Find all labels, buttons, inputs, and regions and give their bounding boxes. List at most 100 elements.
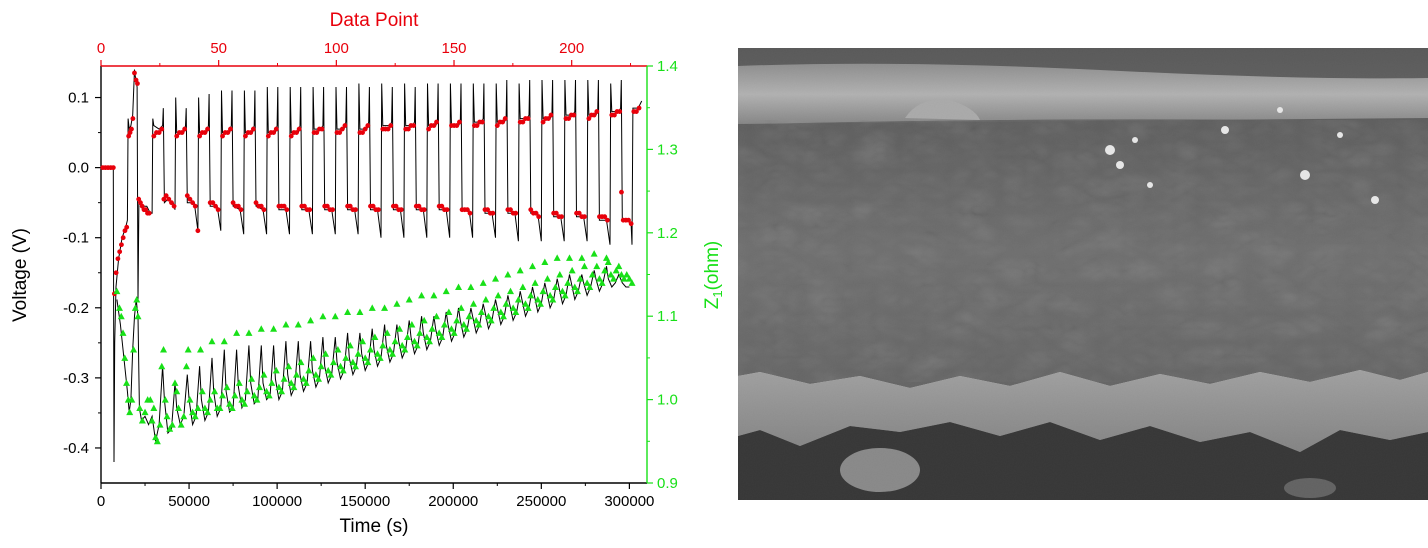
impedance-point — [433, 312, 441, 320]
voltage-point — [190, 200, 195, 206]
voltage-point — [571, 112, 577, 118]
impedance-point — [553, 254, 561, 261]
impedance-point — [411, 337, 419, 345]
voltage-point — [612, 112, 617, 118]
impedance-point — [381, 304, 389, 311]
impedance-point — [371, 333, 379, 341]
impedance-point — [198, 387, 206, 395]
impedance-markers — [113, 250, 636, 445]
voltage-point — [339, 126, 345, 132]
impedance-point — [260, 371, 268, 378]
impedance-point — [490, 304, 498, 311]
impedance-point — [379, 341, 387, 349]
impedance-point — [280, 375, 288, 382]
voltage-point — [553, 210, 559, 216]
impedance-point — [302, 379, 310, 386]
impedance-point — [156, 421, 164, 428]
voltage-point — [520, 119, 526, 125]
impedance-point — [425, 337, 433, 345]
voltage-point — [467, 210, 473, 216]
impedance-point — [438, 333, 446, 341]
sem-micrograph — [738, 48, 1428, 500]
voltage-point — [130, 116, 136, 121]
impedance-point — [134, 312, 142, 320]
voltage-point — [525, 116, 531, 121]
voltage-point — [385, 126, 391, 132]
impedance-point — [184, 346, 192, 353]
impedance-point — [158, 362, 166, 370]
voltage-point — [296, 126, 302, 132]
voltage-point — [454, 123, 460, 128]
voltage-point — [235, 203, 241, 209]
voltage-markers — [100, 70, 642, 297]
impedance-point — [403, 333, 411, 341]
impedance-point — [435, 329, 443, 336]
impedance-point — [319, 312, 327, 320]
impedance-point — [519, 283, 527, 291]
voltage-point — [388, 123, 394, 128]
impedance-point — [186, 396, 194, 403]
impedance-point — [564, 279, 572, 286]
impedance-point — [307, 316, 315, 324]
voltage-point — [619, 189, 624, 195]
impedance-point — [128, 396, 136, 403]
y-tick-label: 0.0 — [68, 160, 89, 177]
voltage-point — [337, 130, 343, 135]
x-tick-label: 0 — [97, 493, 105, 510]
x2-tick-label: 50 — [210, 40, 227, 57]
voltage-point — [431, 123, 437, 128]
impedance-point — [413, 341, 421, 349]
impedance-point — [512, 308, 520, 316]
voltage-point — [457, 119, 462, 125]
voltage-point — [591, 112, 597, 118]
voltage-point — [166, 196, 172, 202]
impedance-point — [549, 296, 557, 303]
voltage-point — [330, 207, 336, 213]
series-layer — [100, 69, 643, 463]
voltage-point — [151, 133, 157, 139]
voltage-point — [182, 126, 188, 132]
y2-tick-label: 1.0 — [657, 392, 678, 409]
impedance-point — [615, 262, 623, 270]
voltage-point — [238, 207, 244, 213]
voltage-point — [353, 207, 358, 213]
voltage-point — [586, 116, 592, 121]
impedance-point — [386, 346, 394, 353]
voltage-point — [159, 126, 165, 132]
impedance-point — [492, 275, 500, 282]
voltage-point — [617, 109, 623, 114]
voltage-point — [602, 214, 608, 220]
voltage-point — [502, 116, 508, 121]
impedance-point — [220, 337, 228, 345]
voltage-point — [494, 123, 500, 128]
impedance-point — [578, 254, 586, 261]
impedance-point — [536, 300, 544, 307]
impedance-point — [576, 275, 584, 282]
voltage-point — [243, 133, 248, 139]
voltage-point — [636, 105, 642, 111]
impedance-point — [440, 321, 448, 328]
impedance-point — [216, 404, 224, 411]
impedance-point — [166, 425, 174, 432]
voltage-point — [156, 130, 162, 135]
voltage-point — [205, 126, 210, 132]
impedance-point — [344, 308, 352, 316]
impedance-point — [138, 416, 146, 424]
impedance-point — [455, 283, 463, 291]
voltage-point — [566, 116, 572, 121]
impedance-point — [228, 404, 236, 411]
impedance-point — [580, 262, 588, 270]
impedance-point — [238, 396, 246, 403]
impedance-point — [194, 404, 202, 411]
impedance-point — [312, 371, 320, 378]
voltage-point — [540, 119, 546, 125]
voltage-point — [273, 126, 279, 132]
impedance-point — [561, 291, 569, 299]
voltage-point — [421, 207, 427, 213]
voltage-point — [370, 203, 376, 209]
impedance-point — [617, 271, 625, 278]
top-axis-title: Data Point — [330, 10, 419, 31]
impedance-point — [541, 258, 549, 265]
impedance-point — [494, 291, 502, 299]
impedance-point — [309, 354, 317, 361]
